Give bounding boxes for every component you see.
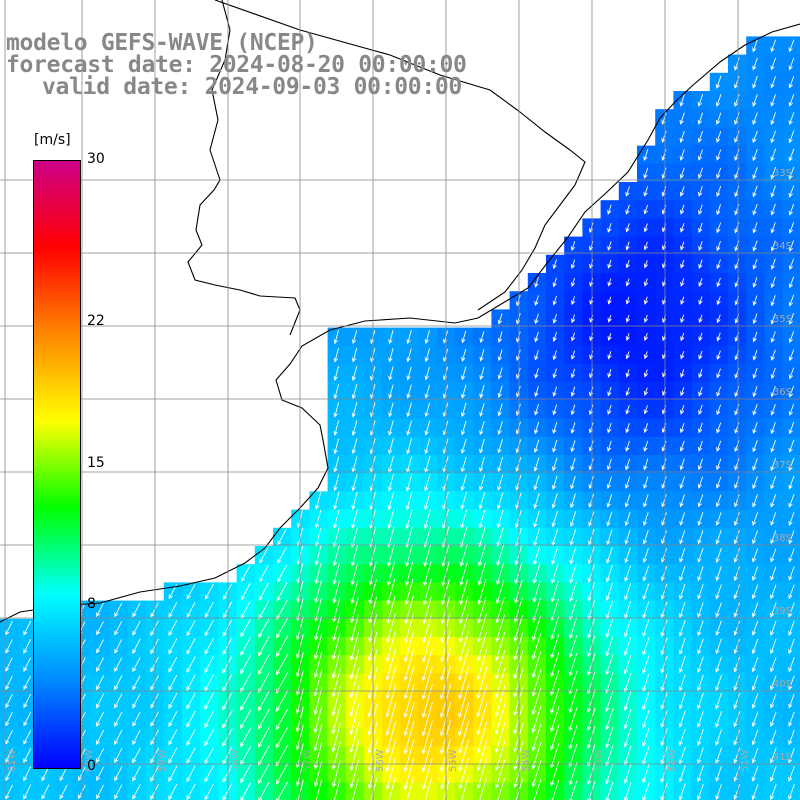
latitude-label: 37S [773,460,792,471]
forecast-date: forecast date: 2024-08-20 00:00:00 [6,52,467,78]
longitude-label: 56W [375,749,386,772]
longitude-label: 55W [448,749,459,772]
longitude-label: 59W [157,749,168,772]
latitude-label: 39S [773,606,792,617]
valid-date: valid date: 2024-09-03 00:00:00 [42,74,462,100]
longitude-label: 53W [594,749,605,772]
colorbar-tick-label: 30 [87,151,105,167]
longitude-label: 57W [302,749,313,772]
colorbar-tick-label: 8 [87,596,96,613]
latitude-label: 35S [773,314,792,325]
wind-speed-field [0,36,800,800]
longitude-label: 60W [84,749,95,772]
latitude-label: 40S [773,679,792,690]
longitude-labels: 61W 60W 59W 58W 57W 56W 55W 54W 53W 52W 51W [7,749,751,772]
longitude-label: 54W [521,749,532,772]
colorbar-tick-label: 0 [87,758,96,774]
longitude-label: 51W [740,749,751,772]
colorbar [33,160,81,769]
colorbar-unit: [m/s] [34,132,71,148]
colorbar-tick-label: 22 [87,312,105,329]
longitude-label: 52W [667,749,678,772]
model-title: modelo GEFS-WAVE (NCEP) [6,30,318,56]
colorbar-tick-label: 15 [87,454,105,471]
latitude-label: 36S [773,387,792,398]
latitude-labels: 33S 34S 35S 36S 37S 38S 39S 40S 41S [773,168,792,763]
latitude-label: 34S [773,241,792,252]
latitude-label: 33S [773,168,792,179]
wind-arrows [5,39,795,800]
coastline [0,0,800,623]
latitude-label: 41S [773,752,792,763]
longitude-label: 61W [7,749,18,772]
longitude-label: 58W [230,749,241,772]
latitude-label: 38S [773,533,792,544]
